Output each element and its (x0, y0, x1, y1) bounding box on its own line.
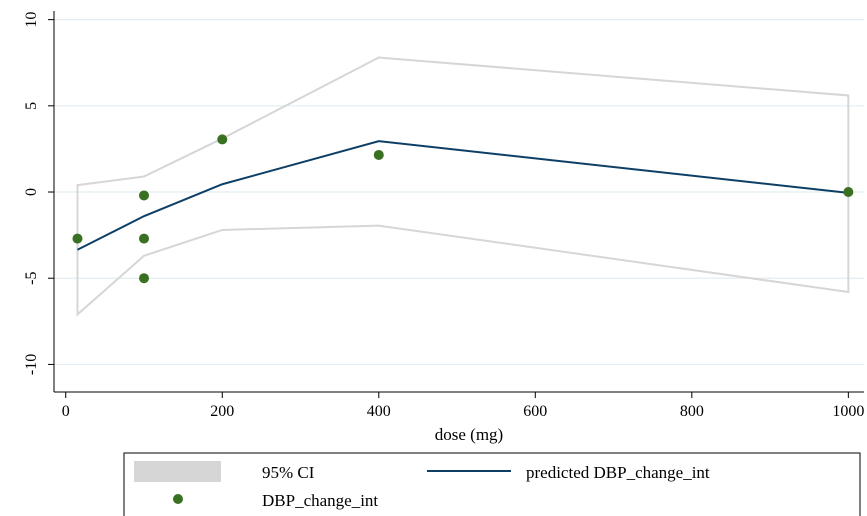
x-axis-title: dose (mg) (435, 425, 503, 444)
legend-box (123, 452, 861, 516)
x-tick-label: 600 (523, 403, 547, 420)
y-tick-label: 0 (23, 188, 40, 196)
y-tick-label: 5 (23, 102, 40, 110)
legend-points-label: DBP_change_int (262, 491, 378, 510)
data-point (139, 273, 149, 284)
legend-ci-label: 95% CI (262, 463, 315, 482)
y-tick-label: -5 (23, 272, 40, 285)
data-point (843, 187, 854, 198)
legend-ci-swatch (134, 461, 221, 482)
x-tick-label: 400 (367, 403, 391, 420)
grid-lines (54, 19, 864, 366)
legend: 95% CI predicted DBP_change_int DBP_chan… (123, 452, 861, 516)
predicted-line (77, 140, 849, 251)
x-tick-label: 0 (62, 403, 70, 420)
x-tick-label: 800 (680, 403, 704, 420)
y-tick-label: 10 (23, 12, 40, 28)
axes: 0 200 400 600 800 1000 -10 -5 0 5 10 (23, 11, 864, 420)
x-tick-label: 1000 (832, 403, 864, 420)
legend-points-swatch (173, 494, 183, 504)
x-tick-label: 200 (210, 403, 234, 420)
data-point (373, 149, 384, 160)
data-point (139, 190, 149, 201)
data-point (139, 233, 149, 244)
data-point (217, 134, 228, 145)
data-point (72, 233, 83, 244)
plot-series (72, 56, 854, 317)
ci-band (76, 56, 850, 317)
y-tick-label: -10 (23, 354, 40, 375)
legend-line-label: predicted DBP_change_int (526, 463, 710, 482)
